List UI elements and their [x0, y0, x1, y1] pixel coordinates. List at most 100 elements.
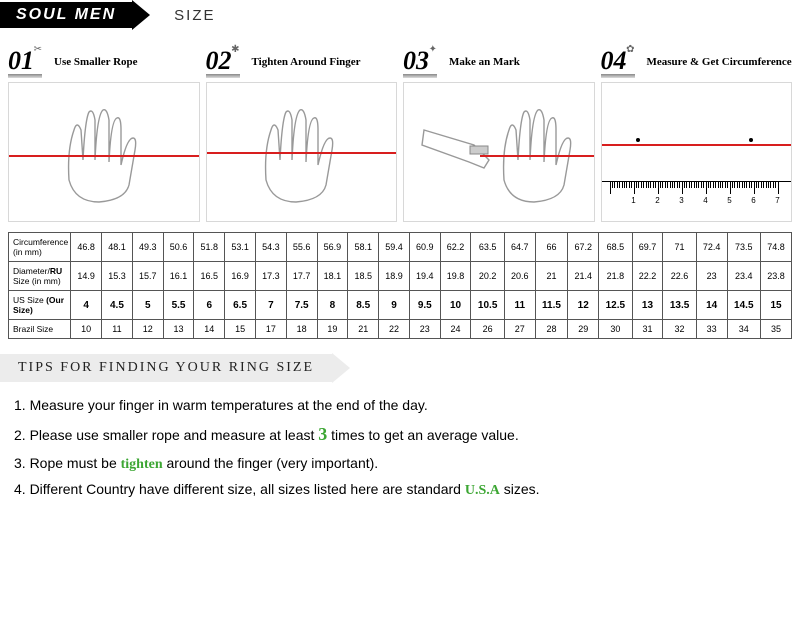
row-header: Brazil Size [9, 320, 71, 339]
cell: 15.7 [132, 262, 163, 291]
cell: 9 [379, 291, 410, 320]
cell: 11.5 [535, 291, 568, 320]
cell: 23.8 [761, 262, 792, 291]
step-number-badge: 04✿ [601, 48, 641, 76]
cell: 11 [504, 291, 535, 320]
step-2-illustration [206, 82, 398, 222]
ruler-graphic: 1234567 [602, 181, 792, 221]
cell: 10 [440, 291, 471, 320]
cell: 19 [317, 320, 348, 339]
cell: 16.1 [163, 262, 194, 291]
cell: 12 [132, 320, 163, 339]
cell: 62.2 [440, 233, 471, 262]
step-number-badge: 01✂ [8, 48, 48, 76]
cell: 17.3 [255, 262, 286, 291]
row-header: US Size (Our Size) [9, 291, 71, 320]
step-2-header: 02✱Tighten Around Finger [206, 48, 398, 76]
tips-list: 1. Measure your finger in warm temperatu… [14, 393, 786, 503]
cell: 53.1 [225, 233, 256, 262]
cell: 9.5 [409, 291, 440, 320]
cell: 4.5 [102, 291, 133, 320]
tips-header: TIPS FOR FINDING YOUR RING SIZE [0, 353, 800, 383]
cell: 21.4 [568, 262, 599, 291]
steps-row: 01✂Use Smaller Rope02✱Tighten Around Fin… [8, 48, 792, 76]
cell: 18 [286, 320, 317, 339]
cell: 12.5 [599, 291, 632, 320]
mark-dot [749, 138, 753, 142]
cell: 19.8 [440, 262, 471, 291]
illustrations-row: 1234567 [8, 82, 792, 222]
cell: 13 [163, 320, 194, 339]
cell: 20.2 [471, 262, 504, 291]
cell: 7 [255, 291, 286, 320]
cell: 23.4 [727, 262, 760, 291]
cell: 19.4 [409, 262, 440, 291]
table-row: Brazil Size10111213141517181921222324262… [9, 320, 792, 339]
cell: 27 [504, 320, 535, 339]
cell: 14.9 [71, 262, 102, 291]
cell: 24 [440, 320, 471, 339]
cell: 50.6 [163, 233, 194, 262]
step-number-badge: 03✦ [403, 48, 443, 76]
size-label: SIZE [174, 7, 215, 24]
cell: 6 [194, 291, 225, 320]
cell: 21 [535, 262, 568, 291]
rope-line [480, 155, 594, 157]
cell: 58.1 [348, 233, 379, 262]
cell: 23 [696, 262, 727, 291]
cell: 22.2 [632, 262, 663, 291]
step-1-header: 01✂Use Smaller Rope [8, 48, 200, 76]
cell: 15 [225, 320, 256, 339]
cell: 69.7 [632, 233, 663, 262]
rope-line [602, 144, 792, 146]
rope-line [207, 152, 397, 154]
header-bar: SOUL MEN SIZE [0, 0, 800, 30]
cell: 8 [317, 291, 348, 320]
cell: 28 [535, 320, 568, 339]
size-conversion-table: Circumference (in mm)46.848.149.350.651.… [8, 232, 792, 339]
brand-arrow [132, 0, 150, 30]
cell: 48.1 [102, 233, 133, 262]
step-1-illustration [8, 82, 200, 222]
cell: 5.5 [163, 291, 194, 320]
cell: 33 [696, 320, 727, 339]
cell: 13.5 [663, 291, 696, 320]
cell: 59.4 [379, 233, 410, 262]
cell: 13 [632, 291, 663, 320]
cell: 32 [663, 320, 696, 339]
cell: 55.6 [286, 233, 317, 262]
cell: 21.8 [599, 262, 632, 291]
cell: 20.6 [504, 262, 535, 291]
cell: 22 [379, 320, 410, 339]
cell: 51.8 [194, 233, 225, 262]
cell: 16.5 [194, 262, 225, 291]
cell: 10 [71, 320, 102, 339]
table-row: Diameter/RU Size (in mm)14.915.315.716.1… [9, 262, 792, 291]
cell: 12 [568, 291, 599, 320]
cell: 34 [727, 320, 760, 339]
cell: 54.3 [255, 233, 286, 262]
step-label: Measure & Get Circumference [647, 56, 792, 68]
cell: 15.3 [102, 262, 133, 291]
cell: 10.5 [471, 291, 504, 320]
cell: 17.7 [286, 262, 317, 291]
step-3-header: 03✦Make an Mark [403, 48, 595, 76]
cell: 16.9 [225, 262, 256, 291]
cell: 49.3 [132, 233, 163, 262]
cell: 26 [471, 320, 504, 339]
table-row: US Size (Our Size)44.555.566.577.588.599… [9, 291, 792, 320]
cell: 11 [102, 320, 133, 339]
cell: 66 [535, 233, 568, 262]
cell: 73.5 [727, 233, 760, 262]
cell: 60.9 [409, 233, 440, 262]
step-4-illustration: 1234567 [601, 82, 793, 222]
cell: 15 [761, 291, 792, 320]
row-header: Circumference (in mm) [9, 233, 71, 262]
tip-3: 3. Rope must be tighten around the finge… [14, 451, 786, 477]
cell: 4 [71, 291, 102, 320]
cell: 35 [761, 320, 792, 339]
cell: 74.8 [761, 233, 792, 262]
cell: 22.6 [663, 262, 696, 291]
cell: 72.4 [696, 233, 727, 262]
mark-dot [636, 138, 640, 142]
